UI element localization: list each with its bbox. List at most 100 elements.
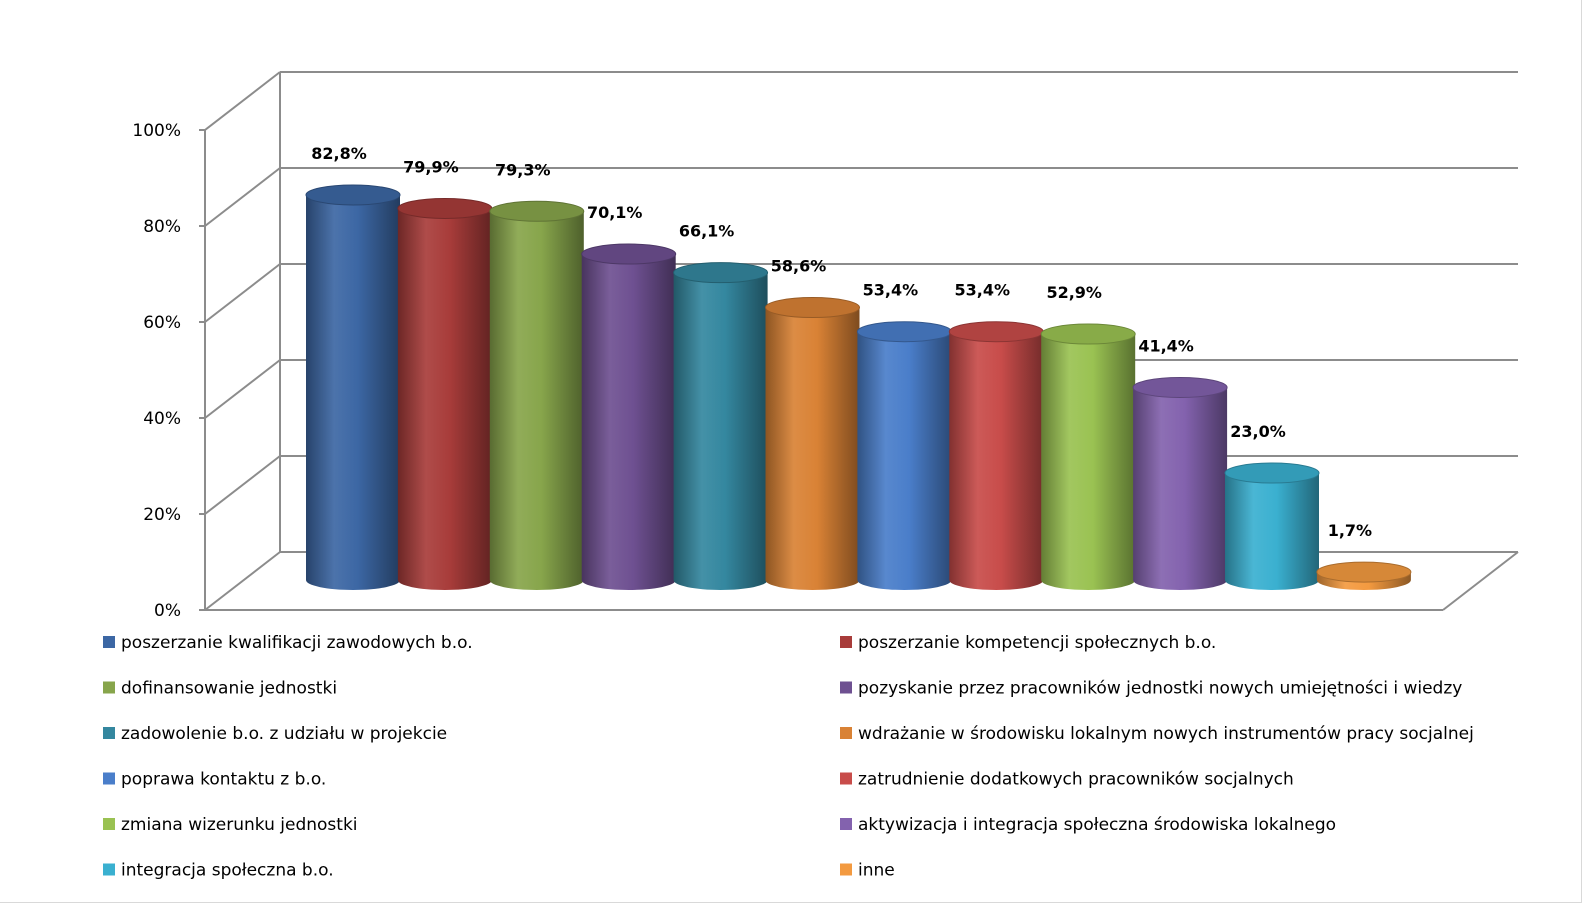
bar-11 bbox=[1224, 462, 1320, 590]
bar-top bbox=[856, 321, 952, 343]
legend-label: zmiana wizerunku jednostki bbox=[121, 815, 358, 835]
floor-right-edge bbox=[1442, 551, 1519, 611]
data-label: 58,6% bbox=[771, 257, 827, 276]
bar-7 bbox=[856, 321, 952, 590]
bars-group bbox=[305, 184, 1412, 591]
legend-label: poprawa kontaktu z b.o. bbox=[121, 770, 326, 790]
data-label: 79,3% bbox=[495, 160, 551, 179]
bar-top bbox=[1316, 561, 1412, 583]
bar-4 bbox=[581, 243, 677, 590]
legend-item: poszerzanie kompetencji społecznych b.o. bbox=[840, 633, 1216, 653]
bar-top bbox=[489, 200, 585, 222]
bar-body bbox=[397, 208, 492, 590]
bar-top bbox=[673, 262, 769, 284]
data-label: 70,1% bbox=[587, 203, 643, 222]
legend-swatch bbox=[840, 863, 852, 876]
legend-swatch bbox=[103, 863, 115, 876]
bar-top bbox=[397, 197, 493, 219]
bar-top bbox=[581, 243, 677, 265]
y-tick-label: 0% bbox=[154, 601, 181, 621]
y-axis: 0% 20% 40% 60% 80% 100% bbox=[132, 121, 205, 621]
bar-body bbox=[857, 331, 952, 590]
bar-3 bbox=[489, 200, 585, 590]
y-tick-label: 80% bbox=[143, 217, 181, 237]
legend-item: zmiana wizerunku jednostki bbox=[103, 815, 358, 835]
legend-item: aktywizacja i integracja społeczna środo… bbox=[840, 815, 1336, 835]
legend-label: poszerzanie kompetencji społecznych b.o. bbox=[858, 633, 1216, 653]
bar-top bbox=[948, 321, 1044, 343]
legend-label: zadowolenie b.o. z udziału w projekcie bbox=[121, 724, 447, 744]
bar-body bbox=[1133, 387, 1228, 590]
data-label: 41,4% bbox=[1138, 336, 1194, 355]
legend-label: poszerzanie kwalifikacji zawodowych b.o. bbox=[121, 633, 473, 653]
bar-top bbox=[1132, 376, 1228, 398]
legend-swatch bbox=[103, 681, 115, 694]
legend-swatch bbox=[840, 727, 852, 739]
data-label: 52,9% bbox=[1046, 283, 1102, 302]
legend-item: wdrażanie w środowisku lokalnym nowych i… bbox=[840, 724, 1474, 744]
legend-swatch bbox=[840, 681, 852, 694]
bar-body bbox=[1316, 572, 1411, 590]
bar-1 bbox=[305, 184, 401, 591]
legend-label: inne bbox=[858, 861, 895, 881]
data-label: 53,4% bbox=[955, 281, 1011, 300]
side-grid-line bbox=[204, 263, 281, 323]
bar-9 bbox=[1040, 323, 1136, 590]
y-tick-label: 40% bbox=[143, 409, 181, 429]
legend-item: poszerzanie kwalifikacji zawodowych b.o. bbox=[103, 633, 473, 653]
bar-top bbox=[1040, 323, 1136, 345]
bar-body bbox=[1041, 334, 1136, 590]
legend-item: inne bbox=[840, 861, 895, 881]
bar-body bbox=[1225, 473, 1319, 590]
bar-6 bbox=[765, 297, 860, 590]
data-label: 79,9% bbox=[403, 157, 459, 176]
y-tick-label: 100% bbox=[132, 121, 181, 141]
bar-body bbox=[306, 194, 400, 591]
side-grid-line bbox=[204, 551, 281, 611]
data-label: 66,1% bbox=[679, 222, 735, 241]
bar-top bbox=[765, 297, 860, 319]
legend-item: poprawa kontaktu z b.o. bbox=[103, 770, 326, 790]
bar-body bbox=[765, 307, 860, 590]
bar-12 bbox=[1316, 561, 1412, 590]
legend-item: dofinansowanie jednostki bbox=[103, 679, 337, 699]
legend-swatch bbox=[840, 772, 852, 785]
bar-2 bbox=[397, 197, 493, 590]
data-label: 53,4% bbox=[863, 281, 919, 300]
data-label: 23,0% bbox=[1230, 422, 1286, 441]
legend-swatch bbox=[103, 818, 115, 830]
legend-item: zatrudnienie dodatkowych pracowników soc… bbox=[840, 770, 1294, 790]
side-grid-line bbox=[204, 71, 281, 131]
y-tick-label: 60% bbox=[143, 313, 181, 333]
legend-item: pozyskanie przez pracowników jednostki n… bbox=[840, 679, 1462, 699]
legend-label: aktywizacja i integracja społeczna środo… bbox=[858, 815, 1336, 835]
bar-top bbox=[1224, 462, 1320, 484]
bar-body bbox=[673, 272, 768, 590]
legend-swatch bbox=[103, 636, 115, 648]
legend-label: zatrudnienie dodatkowych pracowników soc… bbox=[858, 770, 1294, 790]
side-grid-line bbox=[204, 455, 281, 515]
data-label: 1,7% bbox=[1328, 521, 1372, 540]
legend-item: zadowolenie b.o. z udziału w projekcie bbox=[103, 724, 447, 744]
legend-label: wdrażanie w środowisku lokalnym nowych i… bbox=[858, 724, 1474, 744]
legend: poszerzanie kwalifikacji zawodowych b.o.… bbox=[103, 633, 1474, 881]
bar-5 bbox=[673, 262, 769, 590]
side-grid-line bbox=[204, 359, 281, 419]
legend-item: integracja społeczna b.o. bbox=[103, 861, 334, 881]
legend-swatch bbox=[840, 818, 852, 830]
bar-body bbox=[489, 211, 584, 590]
bar-body bbox=[581, 254, 676, 590]
legend-swatch bbox=[103, 772, 115, 785]
side-grid-line bbox=[204, 167, 281, 227]
bar-body bbox=[949, 331, 1044, 590]
legend-label: pozyskanie przez pracowników jednostki n… bbox=[858, 679, 1462, 699]
data-labels-group: 82,8% 79,9% 79,3% 70,1% 66,1% 58,6% 53,4% 53,4%… bbox=[311, 144, 1372, 540]
legend-swatch bbox=[103, 727, 115, 739]
bar-10 bbox=[1132, 376, 1228, 590]
y-tick-label: 20% bbox=[143, 505, 181, 525]
legend-label: integracja społeczna b.o. bbox=[121, 861, 334, 881]
legend-swatch bbox=[840, 636, 852, 648]
legend-label: dofinansowanie jednostki bbox=[121, 679, 337, 699]
